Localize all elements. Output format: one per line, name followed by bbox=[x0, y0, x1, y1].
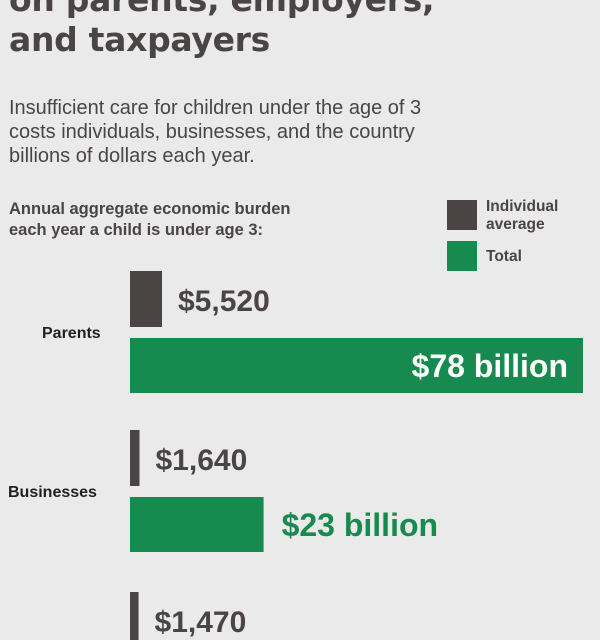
category-label-businesses: Businesses bbox=[8, 484, 97, 501]
legend-swatch-individual-average bbox=[447, 200, 477, 230]
chart-label: Annual aggregate economic burden each ye… bbox=[9, 199, 389, 241]
data-label-total-parents: $78 billion bbox=[412, 348, 568, 384]
category-label-parents: Parents bbox=[42, 325, 101, 342]
chart-label-line: each year a child is under age 3: bbox=[9, 221, 264, 239]
bar-total-parents bbox=[130, 338, 583, 393]
data-label-total-businesses: $23 billion bbox=[282, 507, 438, 543]
title-line: on parents, employers, bbox=[9, 0, 435, 20]
bar-individual-average-parents bbox=[130, 271, 162, 327]
page-title: on parents, employers, and taxpayers bbox=[9, 0, 435, 60]
legend-swatch-total bbox=[447, 241, 477, 271]
bar-individual-average-row bbox=[130, 592, 139, 640]
bar-individual-average-businesses bbox=[130, 430, 140, 486]
data-label-individual-average-businesses: $1,640 bbox=[156, 444, 248, 477]
page-subtitle: Insufficient care for children under the… bbox=[9, 96, 569, 168]
legend-label-total: Total bbox=[486, 248, 522, 266]
data-label-individual-average-row: $1,470 bbox=[155, 606, 247, 639]
chart-label-line: Annual aggregate economic burden bbox=[9, 200, 291, 218]
legend-label-line: average bbox=[486, 216, 545, 233]
subtitle-line: costs individuals, businesses, and the c… bbox=[9, 121, 415, 143]
subtitle-line: billions of dollars each year. bbox=[9, 145, 255, 167]
subtitle-line: Insufficient care for children under the… bbox=[9, 97, 422, 119]
legend-label-line: Individual bbox=[486, 198, 559, 215]
legend-label-line: Total bbox=[486, 248, 522, 265]
title-line: and taxpayers bbox=[9, 20, 270, 59]
data-label-individual-average-parents: $5,520 bbox=[178, 285, 270, 318]
bar-total-businesses bbox=[130, 497, 264, 552]
legend-label-individual-average: Individual average bbox=[486, 198, 558, 234]
